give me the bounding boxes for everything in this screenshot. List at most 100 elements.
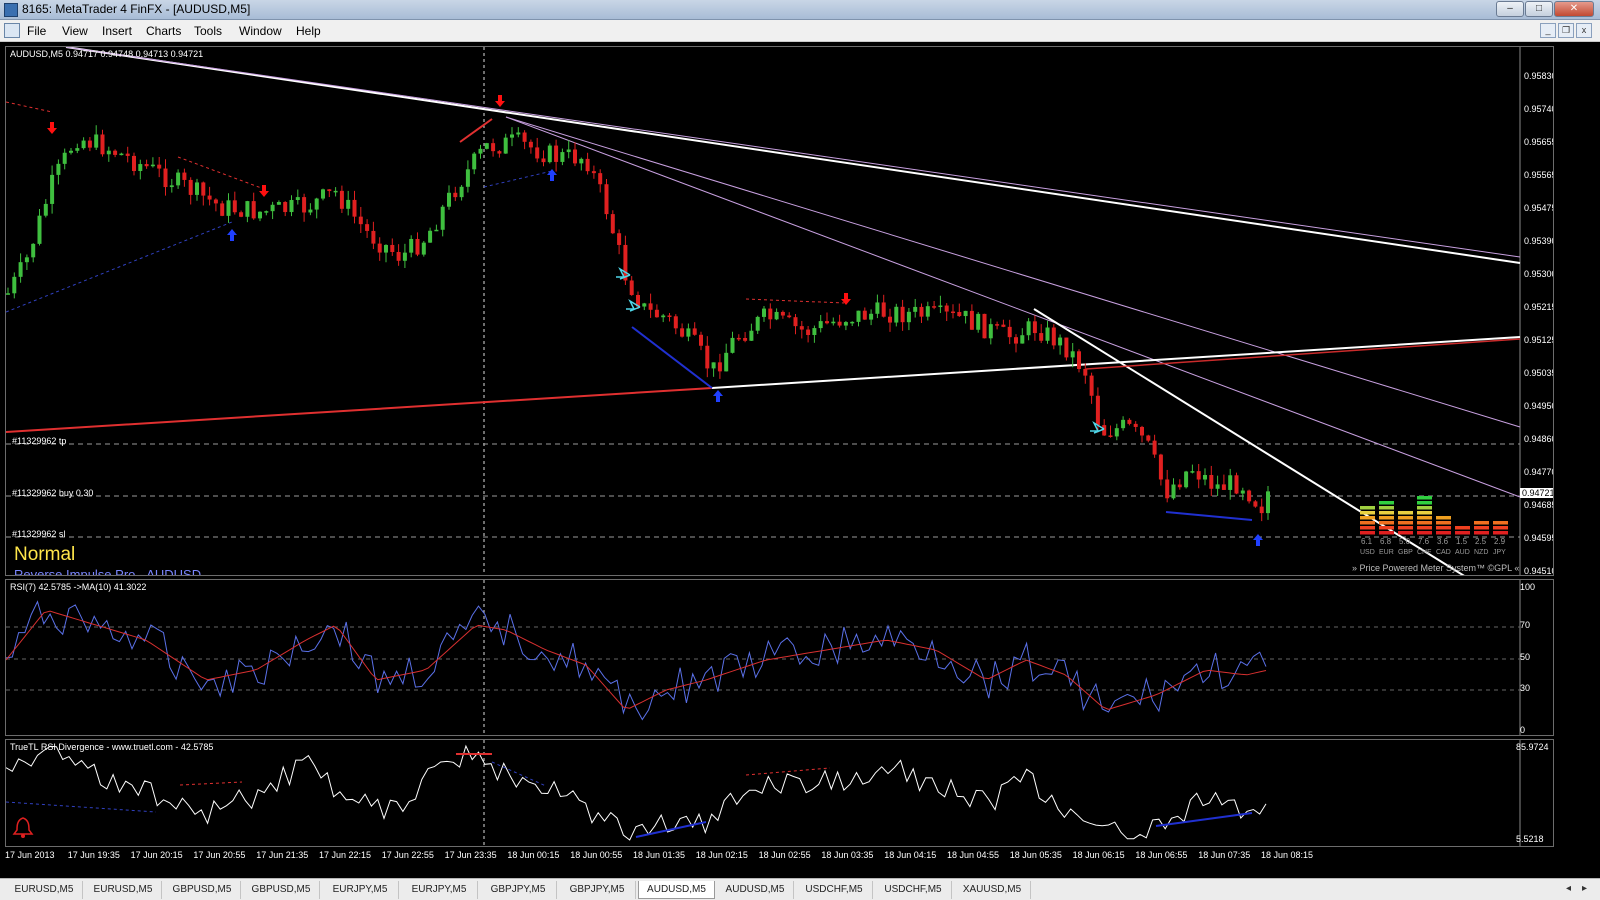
bearish-candle — [1177, 484, 1182, 488]
symbol-tab[interactable]: AUDUSD,M5 — [638, 881, 715, 899]
meter-currency: CHF — [1417, 549, 1431, 556]
indicator-name: Reverse Impulse Pro - AUDUSD — [14, 567, 202, 576]
symbol-tab[interactable]: EURJPY,M5 — [322, 881, 399, 899]
symbol-tab[interactable]: AUDUSD,M5 — [717, 881, 794, 899]
meter-bar-segment — [1360, 511, 1375, 515]
meter-bar-segment — [1360, 521, 1375, 525]
menu-help[interactable]: Help — [296, 24, 321, 38]
bearish-candle — [522, 132, 527, 142]
maximize-icon[interactable]: □ — [1525, 1, 1553, 17]
meter-bar-segment — [1493, 526, 1508, 530]
symbol-tab[interactable]: GBPUSD,M5 — [243, 881, 320, 899]
time-axis-label: 17 Jun 22:55 — [381, 850, 434, 860]
rsi-level-0: 0 — [1520, 725, 1526, 735]
meter-bar-segment — [1417, 526, 1432, 530]
bullish-candle — [843, 322, 848, 326]
bearish-candle — [598, 173, 603, 185]
time-axis-label: 17 Jun 23:35 — [444, 850, 497, 860]
bullish-candle — [402, 252, 407, 261]
bullish-candle — [963, 310, 968, 317]
meter-bar-segment — [1417, 506, 1432, 510]
sell-arrow-icon — [259, 185, 269, 197]
bearish-candle — [919, 306, 924, 317]
bullish-candle — [62, 152, 67, 164]
bullish-candle — [988, 324, 993, 339]
meter-value: 2.9 — [1494, 537, 1506, 546]
power-meter-caption: » Price Powered Meter System™ ©GPL « — [1352, 563, 1520, 573]
bearish-candle — [692, 328, 697, 335]
symbol-tab[interactable]: EURUSD,M5 — [85, 881, 162, 899]
trendline-purple-upper — [65, 47, 1521, 258]
bearish-candle — [888, 316, 892, 323]
bearish-candle — [358, 216, 363, 225]
bearish-candle — [528, 141, 533, 148]
close-icon[interactable]: ✕ — [1554, 1, 1594, 17]
symbol-tab[interactable]: GBPUSD,M5 — [164, 881, 241, 899]
bullish-candle — [1228, 475, 1233, 490]
bearish-candle — [390, 244, 395, 252]
bearish-candle — [220, 203, 225, 216]
menu-view[interactable]: View — [62, 24, 88, 38]
symbol-tab[interactable]: USDCHF,M5 — [796, 881, 873, 899]
time-axis-label: 18 Jun 01:35 — [633, 850, 686, 860]
bearish-candle — [1196, 471, 1201, 480]
meter-bar-segment — [1417, 511, 1432, 515]
bearish-candle — [497, 151, 502, 154]
bearish-candle — [806, 329, 811, 335]
mdi-minimize-icon[interactable]: _ — [1540, 23, 1556, 38]
symbol-tab[interactable]: GBPJPY,M5 — [559, 881, 636, 899]
main-price-pane[interactable]: 6.1 USD 6.8 EUR 5.0 GBP 7.6 CHF 3.6 CAD 1.5 AUD 2.5 N… — [5, 46, 1554, 576]
menu-insert[interactable]: Insert — [102, 24, 133, 38]
bullish-candle — [1266, 491, 1270, 514]
rsi-level-50: 50 — [1520, 652, 1531, 662]
minimize-icon[interactable]: – — [1496, 1, 1524, 17]
time-axis-label: 17 Jun 21:35 — [256, 850, 309, 860]
bullish-candle — [560, 152, 565, 162]
time-axis-label: 18 Jun 04:55 — [947, 850, 1000, 860]
symbol-tab[interactable]: EURJPY,M5 — [401, 881, 478, 899]
meter-bar-segment — [1360, 516, 1375, 520]
bearish-candle — [1051, 327, 1056, 346]
bearish-candle — [932, 306, 937, 308]
divergence-line-red-solid — [459, 118, 493, 143]
chart-area: 6.1 USD 6.8 EUR 5.0 GBP 7.6 CHF 3.6 CAD 1.5 AUD 2.5 N… — [0, 43, 1600, 878]
alert-bell-icon[interactable] — [12, 816, 34, 840]
chart-window-icon[interactable] — [4, 23, 20, 38]
order-buy-label: #11329962 buy 0.30 — [12, 488, 94, 498]
bullish-candle — [6, 293, 10, 295]
bullish-candle — [850, 321, 855, 324]
app-icon — [4, 3, 18, 17]
symbol-tab[interactable]: USDCHF,M5 — [875, 881, 952, 899]
time-axis-label: 17 Jun 2013 — [5, 850, 55, 860]
bearish-candle — [1247, 490, 1252, 502]
symbol-tab[interactable]: GBPJPY,M5 — [480, 881, 557, 899]
symbol-tab[interactable]: XAUUSD,M5 — [954, 881, 1031, 899]
pattern-marker-icon — [616, 267, 631, 280]
price-scale-label: 0.95390 — [1524, 236, 1554, 246]
meter-currency: JPY — [1493, 549, 1506, 556]
bearish-candle — [157, 164, 162, 169]
tab-scroll-left-icon[interactable]: ◂ — [1566, 883, 1572, 894]
bearish-candle — [87, 140, 92, 148]
mdi-restore-icon[interactable]: ❐ — [1558, 23, 1574, 38]
bullish-candle — [75, 148, 80, 151]
meter-currency: CAD — [1436, 549, 1451, 556]
meter-bar-segment — [1379, 511, 1394, 515]
divergence-pane[interactable]: TrueTL RSI Divergence - www.truetl.com -… — [5, 739, 1554, 847]
symbol-tabs: EURUSD,M5 EURUSD,M5 GBPUSD,M5 GBPUSD,M5 EURJ… — [0, 878, 1600, 900]
tab-scroll-right-icon[interactable]: ▸ — [1582, 883, 1588, 894]
bearish-candle — [995, 324, 1000, 326]
bearish-candle — [1007, 326, 1012, 338]
price-scale-label: 0.95125 — [1524, 335, 1554, 345]
menu-charts[interactable]: Charts — [146, 24, 182, 38]
divergence-max-label: 85.9724 — [1516, 742, 1549, 752]
menu-file[interactable]: File — [27, 24, 47, 38]
symbol-tab[interactable]: EURUSD,M5 — [6, 881, 83, 899]
bullish-candle — [308, 209, 313, 213]
mdi-close-icon[interactable]: x — [1576, 23, 1592, 38]
rsi-pane[interactable]: RSI(7) 42.5785 ->MA(10) 41.3022 100 70 5… — [5, 579, 1554, 736]
bullish-candle — [12, 276, 17, 294]
menu-window[interactable]: Window — [239, 24, 282, 38]
divergence-line-blue-solid — [1165, 511, 1253, 521]
menu-tools[interactable]: Tools — [194, 24, 223, 38]
